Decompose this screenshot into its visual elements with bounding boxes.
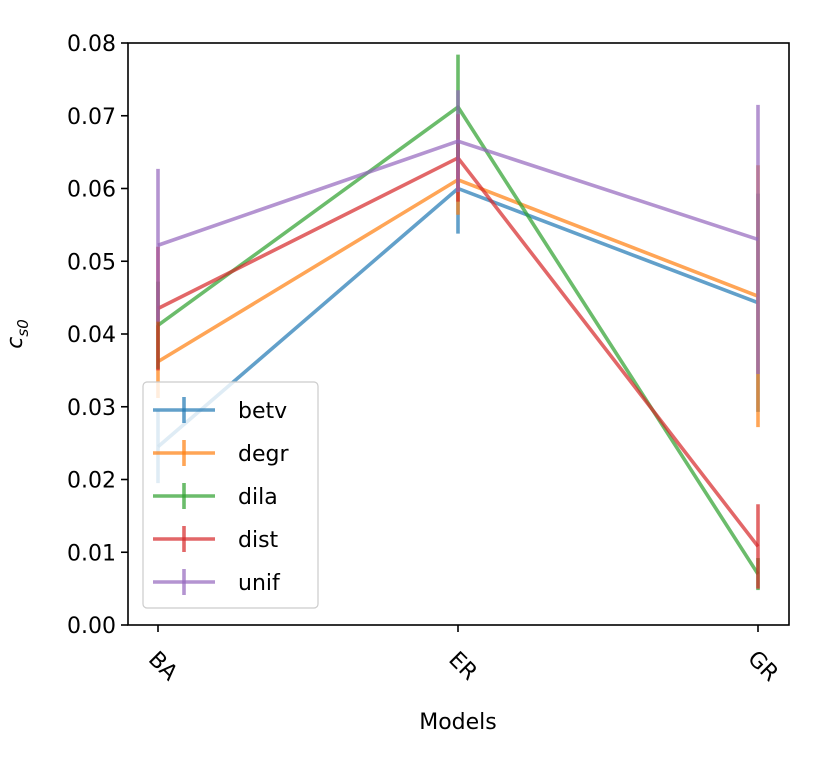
y-tick-label: 0.06	[67, 178, 116, 203]
legend-label: dila	[238, 485, 278, 510]
legend-label: unif	[238, 571, 281, 596]
legend-entry-betv: betv	[153, 397, 287, 424]
series-unif	[156, 90, 760, 375]
y-tick-label: 0.01	[67, 541, 116, 566]
legend-label: degr	[238, 442, 289, 467]
y-tick-label: 0.04	[67, 323, 116, 348]
legend-label: dist	[238, 528, 279, 553]
y-tick-label: 0.02	[67, 469, 116, 494]
legend-frame	[142, 381, 319, 609]
legend: betv degr dila dist unif	[142, 381, 319, 609]
y-axis-label-subscript: s0	[14, 319, 32, 336]
y-axis: 0.00 0.01 0.02 0.03 0.04 0.05 0.06 0.07 0.08	[67, 32, 128, 639]
y-axis-label-main: c	[3, 337, 28, 349]
y-axis-label: cs0	[3, 319, 32, 348]
y-tick-label: 0.05	[67, 250, 116, 275]
legend-label: betv	[238, 399, 287, 424]
legend-entry-degr: degr	[153, 440, 289, 467]
legend-entry-dila: dila	[153, 483, 278, 510]
legend-entry-dist: dist	[153, 526, 279, 553]
legend-entry-unif: unif	[153, 569, 281, 596]
x-axis-label: Models	[419, 710, 497, 735]
y-tick-label: 0.07	[67, 105, 116, 130]
y-tick-label: 0.08	[67, 32, 116, 57]
y-tick-label: 0.00	[67, 614, 116, 639]
y-tick-label: 0.03	[67, 396, 116, 421]
